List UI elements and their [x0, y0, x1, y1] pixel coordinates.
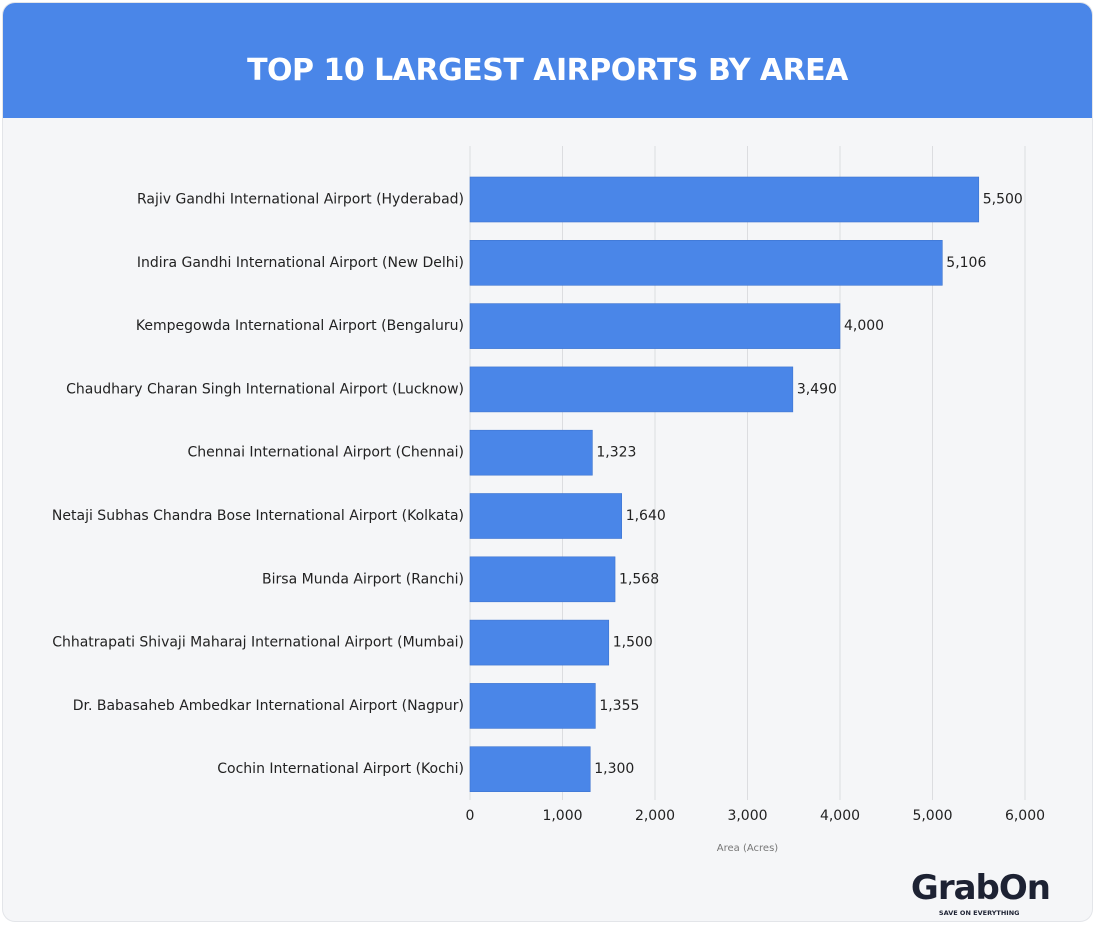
value-label: 1,355 [599, 698, 639, 714]
x-tick-label: 6,000 [1005, 808, 1045, 824]
value-label: 5,500 [983, 192, 1023, 208]
x-tick-label: 0 [466, 808, 475, 824]
y-tick-label: Chennai International Airport (Chennai) [188, 445, 465, 461]
bar [469, 303, 841, 349]
bar [469, 619, 610, 666]
y-tick-label: Netaji Subhas Chandra Bose International… [52, 508, 464, 524]
y-tick-label: Cochin International Airport (Kochi) [217, 761, 464, 777]
x-tick-label: 2,000 [635, 808, 675, 824]
value-label: 3,490 [797, 381, 837, 397]
bar [469, 746, 591, 793]
x-axis-label: Area (Acres) [717, 843, 779, 854]
y-tick-label: Chaudhary Charan Singh International Air… [66, 381, 464, 397]
x-tick-label: 1,000 [542, 808, 582, 824]
y-tick-label: Dr. Babasaheb Ambedkar International Air… [73, 698, 464, 714]
bar [469, 366, 794, 413]
bar [469, 683, 596, 729]
chart: 0 1,000 2,000 3,000 4,000 5,000 6,000 Area (Acr… [52, 146, 1045, 854]
y-tick-label: Indira Gandhi International Airport (New… [137, 255, 464, 271]
logo: GrabOn SAVE ON EVERYTHING [910, 868, 1051, 917]
value-label: 1,323 [596, 445, 636, 461]
bar [469, 493, 622, 539]
value-label: 4,000 [844, 318, 884, 334]
bar [469, 429, 593, 476]
header: TOP 10 LARGEST AIRPORTS BY AREA [3, 3, 1092, 118]
x-tick-label: 3,000 [727, 808, 767, 824]
chart-title: TOP 10 LARGEST AIRPORTS BY AREA [247, 53, 848, 88]
card: TOP 10 LARGEST AIRPORTS BY AREA 0 1,000 2,… [3, 3, 1092, 921]
logo-name: GrabOn [910, 868, 1051, 908]
y-tick-label: Kempegowda International Airport (Bengal… [136, 318, 464, 334]
value-label: 1,640 [626, 508, 666, 524]
x-tick-label: 5,000 [912, 808, 952, 824]
y-tick-label: Birsa Munda Airport (Ranchi) [262, 571, 464, 587]
value-label: 1,300 [594, 761, 634, 777]
value-label: 5,106 [946, 255, 986, 271]
y-tick-label: Chhatrapati Shivaji Maharaj Internationa… [52, 635, 464, 651]
bar [469, 240, 943, 286]
y-tick-label: Rajiv Gandhi International Airport (Hyde… [137, 192, 464, 208]
value-label: 1,568 [619, 571, 659, 587]
logo-tagline: SAVE ON EVERYTHING [938, 909, 1020, 917]
x-tick-label: 4,000 [820, 808, 860, 824]
bar [469, 556, 616, 603]
bar [469, 176, 980, 223]
value-label: 1,500 [613, 635, 653, 651]
